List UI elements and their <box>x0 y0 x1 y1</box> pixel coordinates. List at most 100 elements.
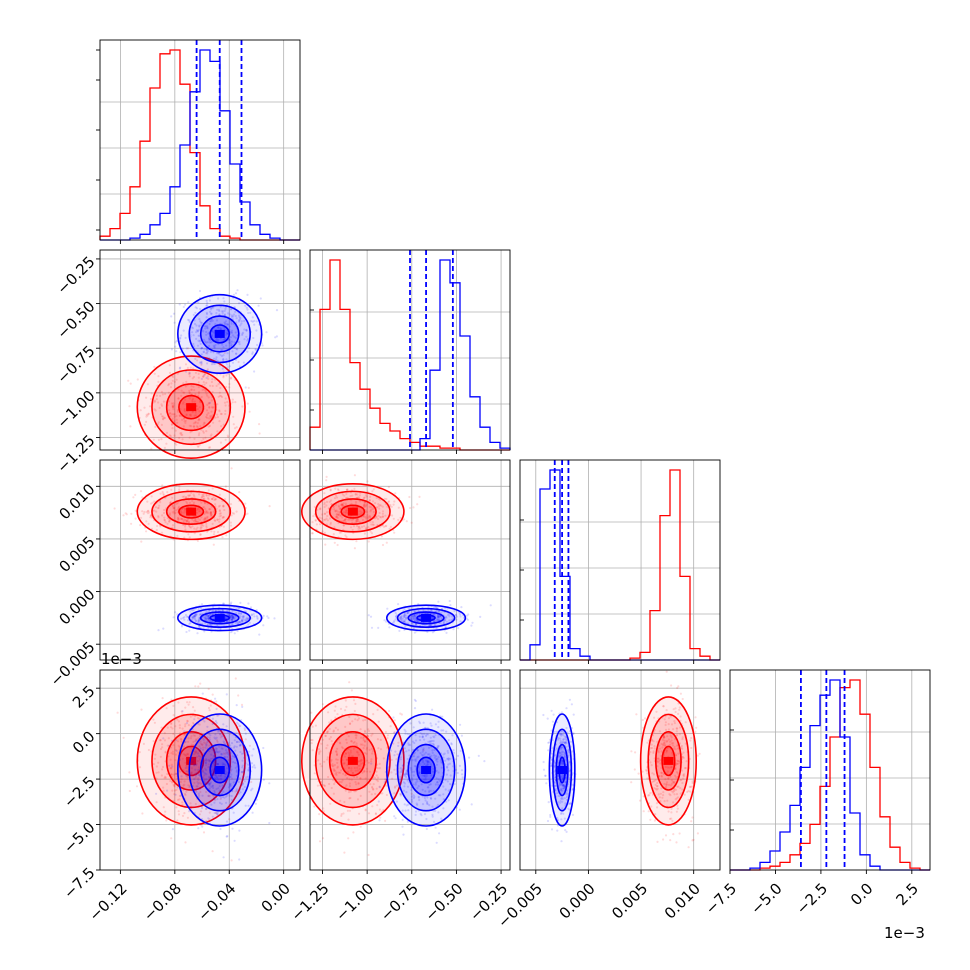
blue-sample-point <box>431 631 434 634</box>
red-sample-point <box>318 840 322 843</box>
red-sample-point <box>154 425 157 428</box>
blue-sample-point <box>546 819 550 823</box>
red-sample-point <box>192 422 195 425</box>
red-sample-point <box>210 399 213 402</box>
red-sample-point <box>408 495 411 499</box>
blue-sample-point <box>168 764 171 767</box>
blue-sample-point <box>170 315 173 318</box>
red-sample-point <box>232 423 235 426</box>
blue-sample-point <box>246 293 249 296</box>
red-sample-point <box>194 685 197 688</box>
red-sample-point <box>196 408 200 411</box>
red-sample-point <box>161 393 164 396</box>
blue-sample-point <box>235 704 238 707</box>
red-density-peak <box>347 756 358 765</box>
red-sample-point <box>695 726 698 729</box>
red-sample-point <box>153 399 156 402</box>
blue-sample-point <box>194 306 197 309</box>
red-sample-point <box>366 480 369 483</box>
red-sample-point <box>194 393 197 396</box>
red-sample-point <box>146 383 149 386</box>
red-sample-point <box>649 818 652 821</box>
blue-sample-point <box>235 352 238 355</box>
red-sample-point <box>154 400 157 403</box>
red-sample-point <box>181 418 184 421</box>
blue-sample-point <box>434 826 437 829</box>
blue-sample-point <box>222 856 225 859</box>
blue-sample-point <box>257 304 260 307</box>
blue-sample-point <box>221 349 224 352</box>
blue-sample-point <box>247 602 250 605</box>
blue-sample-point <box>155 792 158 795</box>
red-sample-point <box>188 375 191 378</box>
red-sample-point <box>218 394 221 397</box>
blue-sample-point <box>205 348 208 351</box>
red-sample-point <box>202 430 205 433</box>
red-sample-point <box>184 419 187 422</box>
red-sample-point <box>169 411 172 415</box>
blue-sample-point <box>268 782 271 785</box>
red-sample-point <box>140 540 143 543</box>
blue-sample-point <box>238 829 241 832</box>
red-sample-point <box>150 392 153 395</box>
red-sample-point <box>642 810 645 813</box>
blue-sample-point <box>199 320 202 323</box>
blue-sample-point <box>445 631 448 635</box>
red-sample-point <box>634 751 637 754</box>
red-sample-point <box>155 394 158 397</box>
blue-sample-point <box>200 362 203 365</box>
red-sample-point <box>687 846 690 849</box>
red-sample-point <box>224 412 227 416</box>
blue-sample-point <box>239 601 242 605</box>
blue-sample-point <box>377 626 380 630</box>
red-sample-point <box>202 431 205 434</box>
red-sample-point <box>367 540 370 543</box>
blue-sample-point <box>235 352 238 355</box>
blue-sample-point <box>392 716 395 719</box>
blue-sample-point <box>431 708 434 711</box>
red-sample-point <box>367 853 370 857</box>
red-sample-point <box>197 419 200 422</box>
red-sample-point <box>184 421 187 424</box>
red-sample-point <box>189 431 192 434</box>
red-sample-point <box>209 416 212 419</box>
red-sample-point <box>237 694 240 697</box>
blue-sample-point <box>226 352 229 355</box>
red-sample-point <box>182 417 186 420</box>
blue-sample-point <box>234 292 238 295</box>
red-sample-point <box>147 412 150 416</box>
red-sample-point <box>210 406 214 409</box>
red-sample-point <box>321 837 325 840</box>
blue-sample-point <box>483 760 486 763</box>
blue-sample-point <box>180 625 183 628</box>
blue-sample-point <box>167 797 170 800</box>
red-sample-point <box>202 381 205 384</box>
red-sample-point <box>193 414 196 417</box>
red-sample-point <box>171 427 174 430</box>
red-sample-point <box>170 402 173 405</box>
red-sample-point <box>208 402 211 405</box>
red-sample-point <box>163 416 167 420</box>
red-sample-point <box>168 364 171 367</box>
red-sample-point <box>145 396 148 399</box>
red-sample-point <box>192 385 195 388</box>
red-sample-point <box>159 413 163 416</box>
blue-sample-point <box>238 316 241 319</box>
red-sample-point <box>221 536 224 539</box>
blue-sample-point <box>236 348 239 351</box>
blue-sample-point <box>188 372 191 375</box>
blue-sample-point <box>210 320 213 323</box>
red-sample-point <box>192 375 196 379</box>
blue-sample-point <box>232 313 236 316</box>
red-sample-point <box>196 421 199 425</box>
blue-density-peak <box>421 766 432 774</box>
red-sample-point <box>664 834 668 837</box>
blue-sample-point <box>452 628 455 631</box>
red-sample-point <box>196 539 199 543</box>
red-sample-point <box>165 431 169 434</box>
blue-sample-point <box>198 289 202 293</box>
red-sample-point <box>157 401 160 404</box>
red-sample-point <box>210 415 213 418</box>
blue-sample-point <box>198 340 201 343</box>
